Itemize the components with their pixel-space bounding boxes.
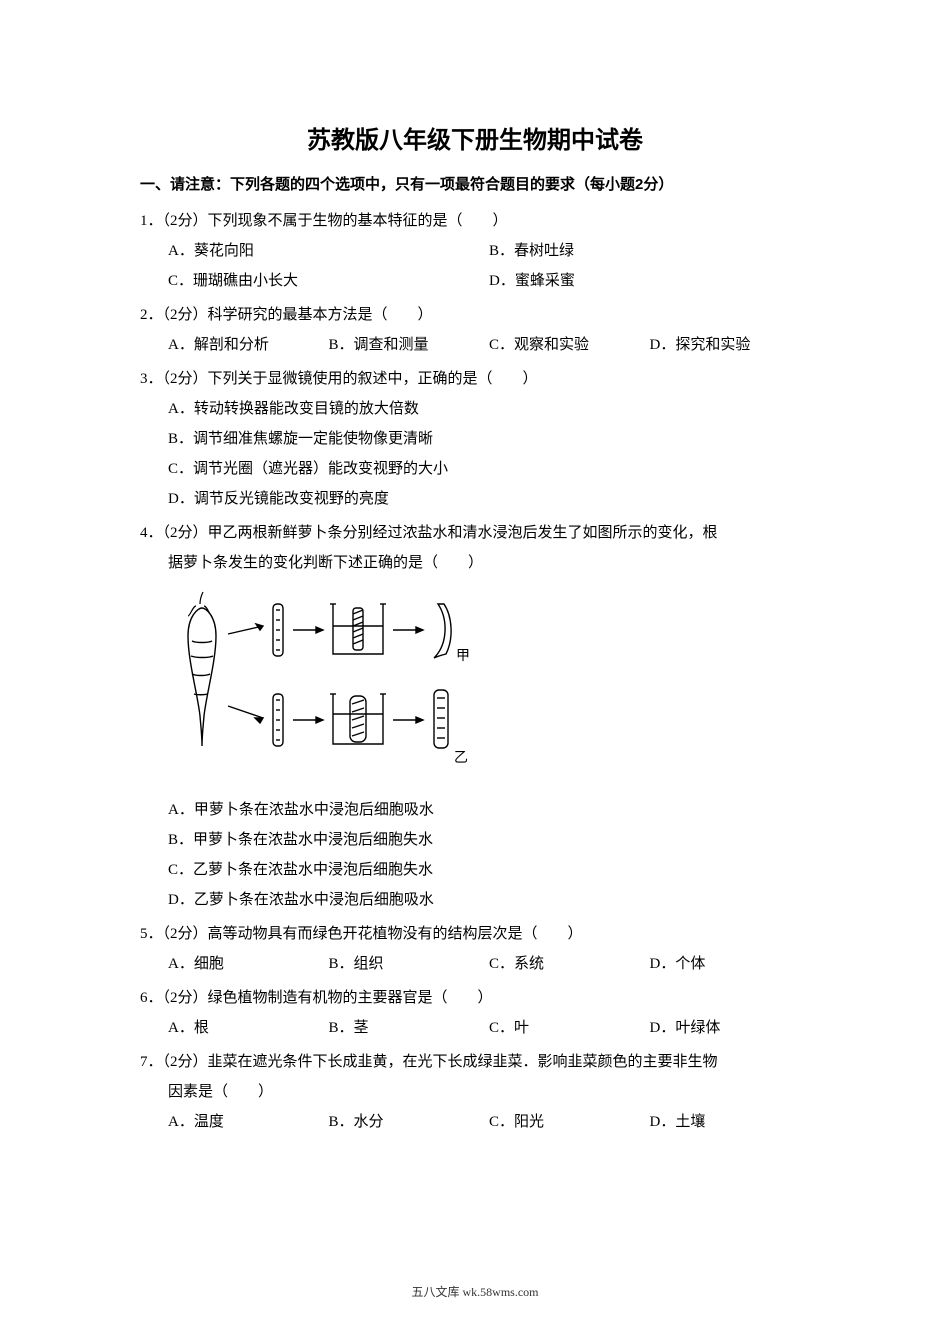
options: A．葵花向阳 B．春树吐绿 C．珊瑚礁由小长大 D．蜜蜂采蜜	[140, 236, 810, 296]
option-a: A．葵花向阳	[168, 236, 489, 266]
q-points: （2分）	[163, 525, 208, 541]
options: A．根 B．茎 C．叶 D．叶绿体	[140, 1013, 810, 1043]
option-d: D．个体	[650, 949, 811, 979]
option-a: A．细胞	[168, 949, 329, 979]
option-b: B．组织	[329, 949, 490, 979]
option-a: A．甲萝卜条在浓盐水中浸泡后细胞吸水	[168, 795, 810, 825]
figure-radish: 甲 乙	[140, 578, 810, 795]
option-a: A．解剖和分析	[168, 330, 329, 360]
question-stem: 7．（2分）韭菜在遮光条件下长成韭黄，在光下长成绿韭菜．影响韭菜颜色的主要非生物	[140, 1047, 810, 1077]
q-text: 下列现象不属于生物的基本特征的是（ ）	[208, 213, 508, 229]
options: A．解剖和分析 B．调查和测量 C．观察和实验 D．探究和实验	[140, 330, 810, 360]
option-c: C．调节光圈（遮光器）能改变视野的大小	[168, 454, 810, 484]
option-c: C．观察和实验	[489, 330, 650, 360]
q-text: 科学研究的最基本方法是（ ）	[208, 307, 433, 323]
option-a: A．转动转换器能改变目镜的放大倍数	[168, 394, 810, 424]
question-4: 4．（2分）甲乙两根新鲜萝卜条分别经过浓盐水和清水浸泡后发生了如图所示的变化，根…	[140, 518, 810, 915]
radish-diagram-icon: 甲 乙	[168, 586, 508, 776]
options: A．细胞 B．组织 C．系统 D．个体	[140, 949, 810, 979]
options: A．转动转换器能改变目镜的放大倍数 B．调节细准焦螺旋一定能使物像更清晰 C．调…	[140, 394, 810, 514]
option-b: B．茎	[329, 1013, 490, 1043]
option-d: D．探究和实验	[650, 330, 811, 360]
exam-page: 苏教版八年级下册生物期中试卷 一、请注意：下列各题的四个选项中，只有一项最符合题…	[0, 0, 950, 1181]
q-text: 甲乙两根新鲜萝卜条分别经过浓盐水和清水浸泡后发生了如图所示的变化，根	[208, 525, 718, 541]
option-d: D．调节反光镜能改变视野的亮度	[168, 484, 810, 514]
question-stem: 4．（2分）甲乙两根新鲜萝卜条分别经过浓盐水和清水浸泡后发生了如图所示的变化，根	[140, 518, 810, 548]
question-3: 3．（2分）下列关于显微镜使用的叙述中，正确的是（ ） A．转动转换器能改变目镜…	[140, 364, 810, 514]
q-points: （2分）	[163, 990, 208, 1006]
question-stem: 1．（2分）下列现象不属于生物的基本特征的是（ ）	[140, 206, 810, 236]
q-points: （2分）	[163, 371, 208, 387]
option-c: C．叶	[489, 1013, 650, 1043]
q-points: （2分）	[163, 213, 208, 229]
option-d: D．土壤	[650, 1107, 811, 1137]
option-a: A．根	[168, 1013, 329, 1043]
question-stem-cont: 据萝卜条发生的变化判断下述正确的是（ ）	[140, 548, 810, 578]
q-text: 高等动物具有而绿色开花植物没有的结构层次是（ ）	[208, 926, 583, 942]
page-title: 苏教版八年级下册生物期中试卷	[140, 120, 810, 155]
question-2: 2．（2分）科学研究的最基本方法是（ ） A．解剖和分析 B．调查和测量 C．观…	[140, 300, 810, 360]
question-5: 5．（2分）高等动物具有而绿色开花植物没有的结构层次是（ ） A．细胞 B．组织…	[140, 919, 810, 979]
section-header: 一、请注意：下列各题的四个选项中，只有一项最符合题目的要求（每小题2分）	[140, 173, 810, 194]
option-c: C．乙萝卜条在浓盐水中浸泡后细胞失水	[168, 855, 810, 885]
option-d: D．叶绿体	[650, 1013, 811, 1043]
question-stem: 5．（2分）高等动物具有而绿色开花植物没有的结构层次是（ ）	[140, 919, 810, 949]
options: A．甲萝卜条在浓盐水中浸泡后细胞吸水 B．甲萝卜条在浓盐水中浸泡后细胞失水 C．…	[140, 795, 810, 915]
q-num: 5．	[140, 926, 163, 942]
question-stem-cont: 因素是（ ）	[140, 1077, 810, 1107]
question-stem: 3．（2分）下列关于显微镜使用的叙述中，正确的是（ ）	[140, 364, 810, 394]
option-b: B．甲萝卜条在浓盐水中浸泡后细胞失水	[168, 825, 810, 855]
q-points: （2分）	[163, 307, 208, 323]
option-c: C．系统	[489, 949, 650, 979]
q-text: 韭菜在遮光条件下长成韭黄，在光下长成绿韭菜．影响韭菜颜色的主要非生物	[208, 1054, 718, 1070]
option-c: C．珊瑚礁由小长大	[168, 266, 489, 296]
q-num: 7．	[140, 1054, 163, 1070]
option-d: D．蜜蜂采蜜	[489, 266, 810, 296]
option-b: B．水分	[329, 1107, 490, 1137]
option-b: B．调查和测量	[329, 330, 490, 360]
option-c: C．阳光	[489, 1107, 650, 1137]
option-b: B．春树吐绿	[489, 236, 810, 266]
option-a: A．温度	[168, 1107, 329, 1137]
question-stem: 2．（2分）科学研究的最基本方法是（ ）	[140, 300, 810, 330]
q-num: 3．	[140, 371, 163, 387]
question-6: 6．（2分）绿色植物制造有机物的主要器官是（ ） A．根 B．茎 C．叶 D．叶…	[140, 983, 810, 1043]
option-b: B．调节细准焦螺旋一定能使物像更清晰	[168, 424, 810, 454]
page-footer: 五八文库 wk.58wms.com	[0, 1283, 950, 1300]
question-7: 7．（2分）韭菜在遮光条件下长成韭黄，在光下长成绿韭菜．影响韭菜颜色的主要非生物…	[140, 1047, 810, 1137]
question-1: 1．（2分）下列现象不属于生物的基本特征的是（ ） A．葵花向阳 B．春树吐绿 …	[140, 206, 810, 296]
q-num: 1．	[140, 213, 163, 229]
q-points: （2分）	[163, 926, 208, 942]
options: A．温度 B．水分 C．阳光 D．土壤	[140, 1107, 810, 1137]
q-num: 6．	[140, 990, 163, 1006]
option-d: D．乙萝卜条在浓盐水中浸泡后细胞吸水	[168, 885, 810, 915]
q-num: 2．	[140, 307, 163, 323]
question-stem: 6．（2分）绿色植物制造有机物的主要器官是（ ）	[140, 983, 810, 1013]
q-num: 4．	[140, 525, 163, 541]
label-jia: 甲	[456, 649, 470, 664]
q-text: 下列关于显微镜使用的叙述中，正确的是（ ）	[208, 371, 538, 387]
label-yi: 乙	[454, 750, 468, 766]
q-text: 绿色植物制造有机物的主要器官是（ ）	[208, 990, 493, 1006]
q-points: （2分）	[163, 1054, 208, 1070]
